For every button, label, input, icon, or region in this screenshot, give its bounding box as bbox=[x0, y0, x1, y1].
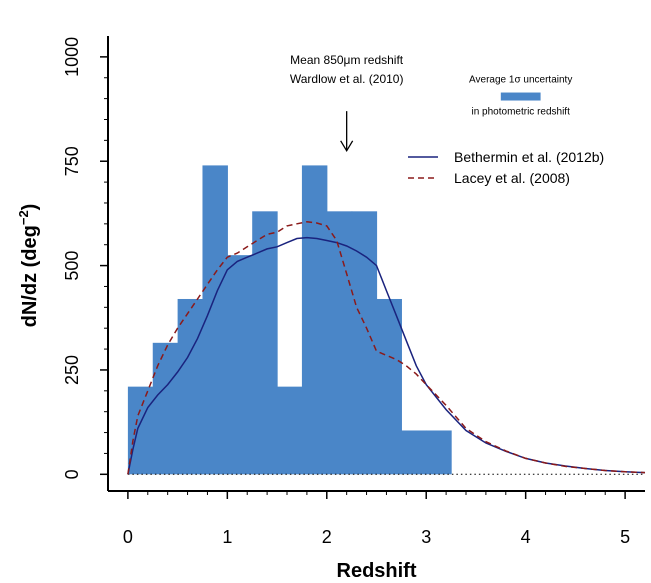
y-tick-label: 0 bbox=[62, 469, 82, 479]
y-tick-label: 1000 bbox=[62, 37, 82, 77]
x-tick-label: 4 bbox=[521, 527, 531, 547]
histogram-bar bbox=[376, 298, 402, 475]
histogram-bar bbox=[401, 430, 427, 475]
y-axis-title: dN/dz (deg−2) bbox=[16, 204, 41, 328]
histogram-bars bbox=[127, 165, 452, 475]
y-tick-label: 500 bbox=[62, 251, 82, 281]
y-tick-label: 750 bbox=[62, 146, 82, 176]
y-axis-title-exponent: −2 bbox=[16, 210, 31, 225]
x-tick-label: 5 bbox=[620, 527, 630, 547]
x-tick-label: 3 bbox=[421, 527, 431, 547]
histogram-bar bbox=[202, 165, 228, 475]
annotation-arrow-head bbox=[340, 140, 354, 153]
histogram-bar bbox=[326, 211, 353, 475]
uncertainty-label-bottom: in photometric redshift bbox=[471, 107, 570, 118]
legend-label-bethermin: Bethermin et al. (2012b) bbox=[454, 149, 604, 165]
annotation-line-2: Wardlow et al. (2010) bbox=[290, 72, 404, 86]
axes: 0 250 500 750 1000 0 1 2 3 4 5 bbox=[62, 36, 645, 547]
x-tick-label: 0 bbox=[123, 527, 133, 547]
histogram-bar bbox=[426, 430, 452, 475]
histogram-bar bbox=[177, 298, 204, 475]
y-tick-label: 250 bbox=[62, 355, 82, 385]
uncertainty-label-top: Average 1σ uncertainty bbox=[469, 75, 572, 86]
histogram-bar bbox=[277, 386, 303, 475]
histogram-bar bbox=[127, 386, 154, 475]
annotation: Mean 850μm redshift Wardlow et al. (2010… bbox=[290, 53, 404, 153]
histogram-bar bbox=[152, 342, 179, 475]
histogram-bar bbox=[252, 211, 278, 475]
y-axis-title-close: ) bbox=[19, 204, 41, 211]
x-tick-label: 1 bbox=[222, 527, 232, 547]
model-curves bbox=[127, 221, 646, 475]
legend-label-lacey: Lacey et al. (2008) bbox=[454, 170, 570, 186]
uncertainty-bar bbox=[500, 92, 541, 101]
histogram-bar bbox=[227, 255, 253, 475]
uncertainty-key: Average 1σ uncertainty in photometric re… bbox=[469, 75, 572, 118]
x-axis-title: Redshift bbox=[337, 560, 417, 582]
y-axis-title-main: dN/dz (deg bbox=[19, 225, 41, 327]
histogram-bar bbox=[301, 165, 328, 475]
legend: Bethermin et al. (2012b) Lacey et al. (2… bbox=[408, 149, 604, 186]
series-line-1 bbox=[127, 221, 646, 475]
annotation-line-1: Mean 850μm redshift bbox=[290, 53, 404, 67]
x-tick-label: 2 bbox=[322, 527, 332, 547]
